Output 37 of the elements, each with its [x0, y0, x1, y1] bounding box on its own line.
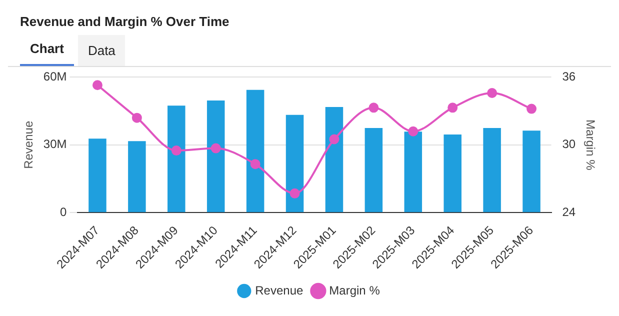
bar — [246, 90, 264, 212]
point — [368, 102, 379, 113]
y2-tick-label: 36 — [562, 70, 576, 84]
bar — [483, 128, 501, 212]
y2-tick-label: 24 — [562, 204, 576, 219]
bar — [325, 106, 344, 212]
y-tick-label: 30M — [43, 137, 67, 152]
point — [408, 126, 418, 136]
point — [92, 80, 102, 90]
text: Chart — [20, 33, 74, 66]
point — [290, 188, 300, 198]
point — [210, 143, 221, 154]
legend-label: Revenue — [255, 283, 304, 298]
y2-tick-label: 30 — [562, 137, 576, 152]
y-tick-label: 0 — [60, 204, 68, 219]
bar — [88, 138, 106, 212]
bar — [404, 132, 422, 212]
point — [329, 134, 340, 144]
bar — [444, 134, 462, 212]
point — [448, 102, 458, 113]
bar — [286, 114, 304, 212]
bar — [168, 106, 186, 212]
legend-label: Margin % — [329, 283, 380, 298]
point — [171, 146, 182, 156]
bar — [206, 100, 225, 212]
chart-title: Revenue and Margin % Over Time — [19, 13, 230, 31]
bar — [522, 130, 540, 212]
point — [487, 88, 498, 98]
y-tick-label: 60M — [43, 70, 67, 84]
bar — [364, 128, 383, 212]
bar — [128, 141, 146, 212]
point — [132, 112, 142, 123]
point — [526, 104, 537, 114]
text: Data — [78, 35, 126, 66]
y2-axis-title: Margin % — [583, 120, 598, 171]
point — [250, 159, 260, 170]
y-axis-title: Revenue — [22, 120, 36, 169]
